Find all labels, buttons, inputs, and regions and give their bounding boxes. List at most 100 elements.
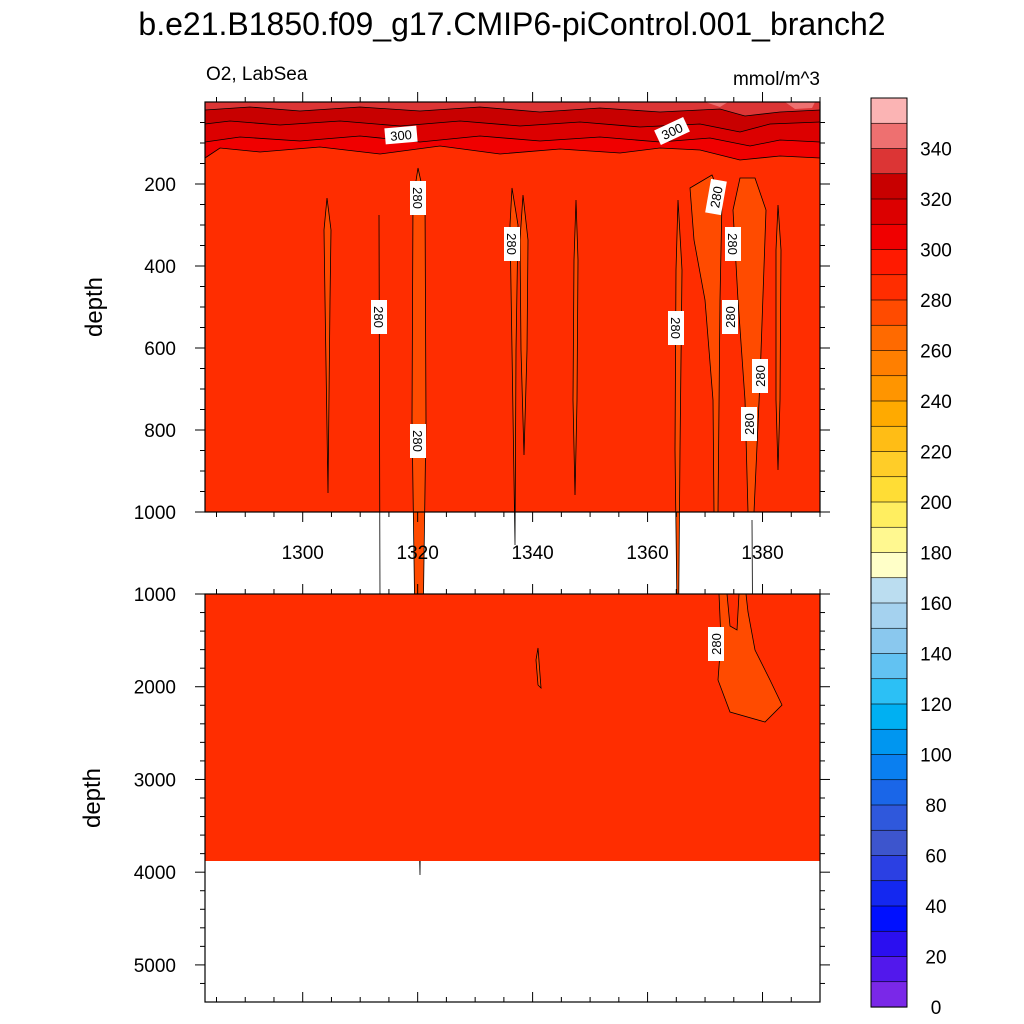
colorbar-swatch <box>870 425 908 453</box>
svg-text:280: 280 <box>707 185 726 209</box>
svg-text:280: 280 <box>504 233 519 255</box>
colorbar-swatch <box>870 375 908 402</box>
colorbar-swatch <box>870 198 908 225</box>
colorbar-swatch <box>870 324 908 352</box>
plume-1378 <box>732 177 767 513</box>
colorbar-label: 20 <box>925 948 946 969</box>
colorbar-label: 300 <box>920 241 952 262</box>
colorbar-label: 0 <box>931 998 942 1019</box>
x-tick-label: 1300 <box>282 543 324 564</box>
colorbar-swatch <box>870 476 908 503</box>
variable-label: O2, LabSea <box>206 64 308 85</box>
contour-label: 280 <box>504 227 520 261</box>
plume-1348 <box>572 199 579 496</box>
contour-line-310 <box>204 145 821 161</box>
svg-text:280: 280 <box>709 633 724 655</box>
y-tick-label: 5000 <box>134 956 176 977</box>
y-tick-label: 3000 <box>134 770 176 791</box>
colorbar-label: 280 <box>920 291 952 312</box>
contour-label: 280 <box>410 181 426 215</box>
y-tick-label: 2000 <box>134 678 176 699</box>
plume-1303 <box>323 197 332 494</box>
y-tick-label: 200 <box>144 175 176 196</box>
colorbar-swatch <box>870 627 908 655</box>
colorbar-label: 240 <box>920 392 952 413</box>
colorbar-swatch <box>870 501 908 528</box>
colorbar-label: 140 <box>920 645 952 666</box>
contour-line-340 <box>204 106 821 117</box>
colorbar-label: 220 <box>920 443 952 464</box>
lower-contour-labels: 280 <box>708 627 724 661</box>
colorbar-label: 180 <box>920 544 952 565</box>
colorbar-frame <box>870 97 908 1008</box>
svg-text:280: 280 <box>742 413 757 435</box>
y-tick-label: 600 <box>144 339 176 360</box>
colorbar-swatch <box>870 249 908 276</box>
surface-patch-350 <box>785 102 815 109</box>
svg-text:280: 280 <box>723 306 738 328</box>
colorbar-label: 340 <box>920 140 952 161</box>
svg-text:280: 280 <box>410 430 425 452</box>
svg-text:280: 280 <box>668 317 683 339</box>
svg-text:280: 280 <box>753 365 768 387</box>
colorbar-swatch <box>870 653 908 680</box>
colorbar-swatch <box>870 855 908 882</box>
colorbar-swatch <box>870 148 908 175</box>
contour-label: 280 <box>725 227 741 261</box>
colorbar: 3403203002802602402202001801601401201008… <box>870 97 952 1019</box>
colorbar-swatch <box>870 223 908 251</box>
colorbar-label: 160 <box>920 594 952 615</box>
lower-axis-ticks: 1000 2000 3000 4000 5000 <box>134 584 830 1002</box>
plume-1337 <box>509 187 519 546</box>
colorbar-swatch <box>870 274 908 301</box>
plume-1381 <box>775 204 782 471</box>
colorbar-swatch <box>870 981 908 1008</box>
colorbar-label: 200 <box>920 493 952 514</box>
colorbar-swatch <box>870 930 908 958</box>
contour-label: 280 <box>668 311 684 345</box>
colorbar-swatch <box>870 880 908 907</box>
colorbar-swatch <box>870 804 908 831</box>
colorbar-swatch <box>870 526 908 554</box>
colorbar-swatch <box>870 122 908 150</box>
colorbar-swatch <box>870 577 908 604</box>
colorbar-swatch <box>870 754 908 781</box>
colorbar-label: 100 <box>920 746 952 767</box>
contour-label: 280 <box>741 407 757 441</box>
colorbar-swatch <box>870 956 908 983</box>
contour-label: 300 <box>384 125 418 145</box>
units-label: mmol/m^3 <box>732 69 820 90</box>
x-tick-label: 1340 <box>511 543 553 564</box>
surface-band-340 <box>205 102 820 116</box>
upper-contour-labels: 300 300 280 280 280 280 280 280 280 280 … <box>371 116 768 458</box>
contour-label: 280 <box>705 178 727 216</box>
lower-panel: 280 1000 2000 3000 4000 5000 depth <box>79 584 830 1003</box>
colorbar-label: 40 <box>925 897 946 918</box>
x-tick-label: 1360 <box>626 543 668 564</box>
contour-line-320 <box>204 135 821 147</box>
contour-label: 280 <box>722 300 738 334</box>
colorbar-label: 60 <box>925 847 946 868</box>
plumes <box>323 167 782 876</box>
contour-label: 280 <box>410 424 426 458</box>
colorbar-label: 120 <box>920 695 952 716</box>
colorbar-label: 80 <box>925 796 946 817</box>
contour-label: 280 <box>752 359 768 393</box>
y-tick-label: 800 <box>144 421 176 442</box>
svg-text:280: 280 <box>725 233 740 255</box>
colorbar-swatch <box>870 299 908 326</box>
upper-panel: 300 300 280 280 280 280 280 280 280 280 … <box>81 92 830 876</box>
y-tick-label: 400 <box>144 257 176 278</box>
colorbar-label: 320 <box>920 190 952 211</box>
colorbar-swatch <box>870 400 908 427</box>
colorbar-swatch <box>870 173 908 200</box>
colorbar-swatch <box>870 350 908 377</box>
colorbar-swatch <box>870 905 908 932</box>
colorbar-label: 260 <box>920 342 952 363</box>
upper-axis-ticks: 1300 1320 1340 1360 1380 200 400 600 800 1000 <box>134 92 830 564</box>
x-tick-label: 1320 <box>397 543 439 564</box>
page-title: b.e21.B1850.f09_g17.CMIP6-piControl.001_… <box>138 6 886 42</box>
svg-text:300: 300 <box>390 127 413 144</box>
colorbar-swatch <box>870 451 908 478</box>
y-tick-label: 4000 <box>134 863 176 884</box>
